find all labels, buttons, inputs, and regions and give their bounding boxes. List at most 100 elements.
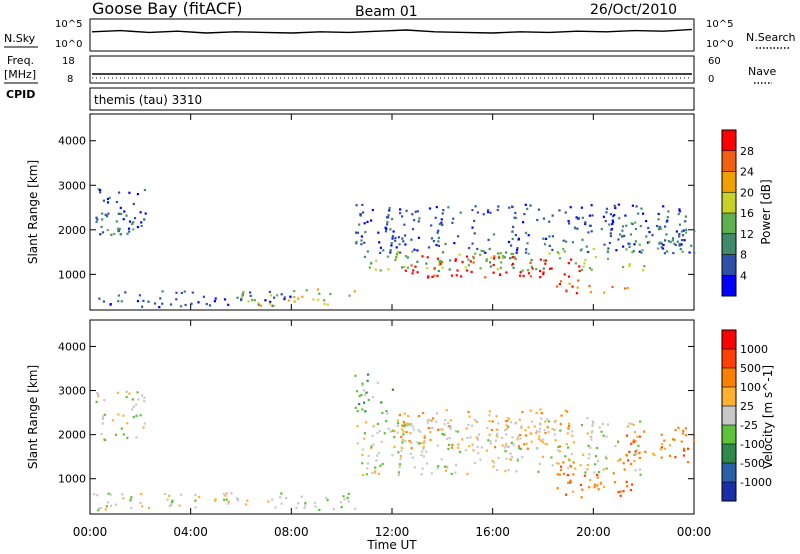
heatmap-cell: [682, 447, 686, 450]
heatmap-cell: [622, 462, 625, 465]
heatmap-cell: [426, 421, 429, 424]
heatmap-cell: [666, 250, 669, 253]
heatmap-cell: [614, 481, 617, 484]
heatmap-cell: [412, 428, 415, 431]
heatmap-cell: [435, 420, 438, 423]
heatmap-cell: [105, 215, 109, 218]
heatmap-cell: [411, 228, 415, 231]
heatmap-cell: [370, 219, 373, 222]
heatmap-cell: [541, 438, 544, 441]
heatmap-cell: [581, 488, 584, 491]
heatmap-cell: [663, 252, 666, 255]
heatmap-cell: [496, 469, 499, 472]
heatmap-cell: [662, 243, 665, 247]
heatmap-cell: [403, 223, 406, 226]
heatmap-cell: [600, 481, 603, 484]
heatmap-cell: [437, 465, 440, 468]
heatmap-cell: [546, 418, 549, 421]
heatmap-cell: [135, 403, 138, 406]
heatmap-cell: [126, 436, 129, 439]
heatmap-cell: [96, 392, 99, 395]
freq-frame: [89, 55, 695, 84]
heatmap-cell: [593, 471, 596, 474]
heatmap-cell: [562, 247, 565, 251]
heatmap-cell: [587, 457, 590, 460]
heatmap-cell: [391, 217, 394, 221]
heatmap-cell: [97, 393, 100, 396]
heatmap-cell: [574, 262, 577, 265]
heatmap-cell: [455, 464, 458, 467]
heatmap-cell: [614, 207, 617, 210]
colorbar-swatch: [722, 406, 736, 425]
heatmap-cell: [367, 373, 370, 376]
program-label: themis (tau) 3310: [94, 93, 202, 107]
heatmap-cell: [511, 205, 514, 208]
heatmap-cell: [680, 230, 684, 233]
heatmap-cell: [404, 440, 407, 443]
heatmap-cell: [396, 424, 399, 427]
colorbar-swatch: [722, 482, 736, 501]
heatmap-cell: [141, 305, 144, 308]
heatmap-cell: [161, 302, 164, 305]
heatmap-cell: [655, 224, 659, 228]
heatmap-cell: [576, 227, 579, 230]
nsky-series-line: [91, 28, 693, 34]
heatmap-cell: [140, 492, 143, 496]
heatmap-cell: [569, 206, 572, 209]
heatmap-cell: [554, 439, 557, 442]
heatmap-cell: [488, 420, 491, 423]
heatmap-cell: [439, 428, 442, 431]
heatmap-cell: [99, 233, 102, 236]
heatmap-cell: [117, 300, 120, 303]
heatmap-cell: [510, 244, 513, 247]
heatmap-cell: [426, 256, 429, 259]
heatmap-cell: [679, 248, 682, 251]
heatmap-cell: [96, 218, 99, 221]
heatmap-cell: [687, 447, 690, 450]
heatmap-cell: [394, 236, 397, 240]
heatmap-cell: [572, 441, 575, 444]
power-heatmap-cells: [95, 188, 696, 309]
heatmap-cell: [362, 473, 365, 477]
heatmap-cell: [93, 493, 96, 496]
heatmap-cell: [539, 270, 542, 273]
heatmap-cell: [194, 493, 197, 496]
colorbar-swatch: [722, 275, 736, 297]
heatmap-cell: [404, 243, 407, 246]
heatmap-cell: [538, 427, 542, 430]
heatmap-cell: [102, 199, 105, 202]
heatmap-cell: [450, 274, 453, 277]
heatmap-cell: [488, 433, 491, 436]
heatmap-cell: [511, 256, 514, 259]
heatmap-cell: [518, 447, 521, 450]
heatmap-cell: [625, 248, 628, 251]
heatmap-cell: [383, 432, 386, 435]
heatmap-cell: [120, 300, 123, 303]
heatmap-cell: [428, 246, 431, 249]
heatmap-cell: [603, 291, 606, 294]
heatmap-cell: [608, 241, 611, 245]
heatmap-cell: [111, 419, 114, 422]
heatmap-cell: [433, 266, 437, 270]
heatmap-cell: [399, 455, 402, 458]
heatmap-cell: [496, 208, 499, 212]
heatmap-cell: [342, 495, 345, 498]
heatmap-cell: [178, 504, 181, 507]
heatmap-cell: [507, 445, 510, 448]
heatmap-cell: [570, 453, 573, 456]
heatmap-cell: [530, 420, 534, 423]
heatmap-cell: [115, 503, 118, 506]
heatmap-cell: [110, 233, 113, 236]
heatmap-cell: [367, 454, 370, 458]
heatmap-cell: [379, 246, 382, 249]
heatmap-cell: [454, 471, 457, 474]
x-tick-label: 16:00: [475, 525, 510, 539]
heatmap-cell: [123, 210, 126, 213]
heatmap-cell: [447, 443, 450, 446]
heatmap-cell: [95, 220, 98, 223]
heatmap-cell: [142, 426, 145, 429]
heatmap-cell: [556, 487, 559, 490]
heatmap-cell: [488, 410, 491, 413]
heatmap-cell: [623, 468, 626, 471]
heatmap-cell: [505, 457, 508, 460]
